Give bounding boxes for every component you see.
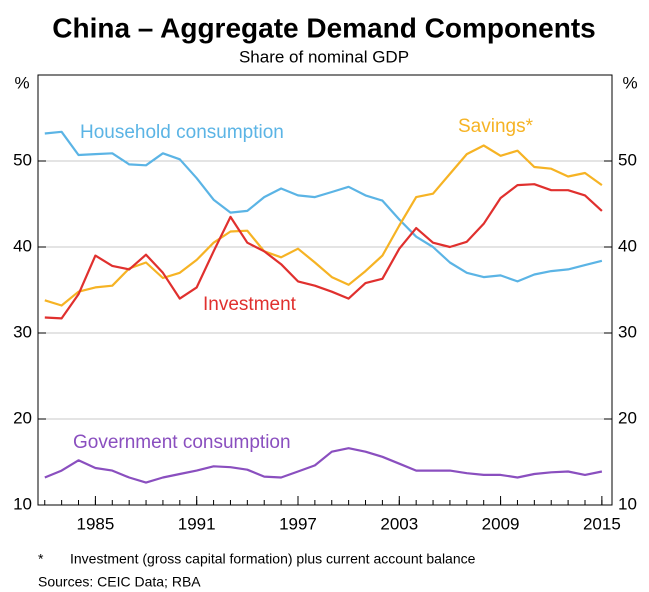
y-tick-label: 10 <box>13 494 32 513</box>
plot-frame <box>37 74 613 506</box>
x-tick-label: 1997 <box>279 514 317 533</box>
series-label: Savings* <box>458 116 534 137</box>
y2-tick-label: 10 <box>618 494 637 513</box>
y-unit-right: % <box>622 73 637 92</box>
y2-tick-label: 30 <box>618 322 637 341</box>
y-unit-left: % <box>14 73 29 92</box>
series-label: Government consumption <box>73 432 291 453</box>
chart-title: China – Aggregate Demand Components <box>52 12 595 43</box>
series-line <box>44 183 603 320</box>
footnote: Investment (gross capital formation) plu… <box>70 551 476 567</box>
footnote-marker: * <box>38 551 44 567</box>
x-tick-label: 1991 <box>178 514 216 533</box>
x-tick-label: 2015 <box>583 514 621 533</box>
x-tick-label: 2003 <box>380 514 418 533</box>
chart-subtitle: Share of nominal GDP <box>239 47 409 66</box>
sources: Sources: CEIC Data; RBA <box>38 574 201 590</box>
series-line <box>44 144 603 307</box>
y2-tick-label: 50 <box>618 150 637 169</box>
x-tick-label: 2009 <box>482 514 520 533</box>
y2-tick-label: 40 <box>618 236 637 255</box>
y-tick-label: 30 <box>13 322 32 341</box>
series-line <box>44 447 603 484</box>
y2-tick-label: 20 <box>618 408 637 427</box>
y-tick-label: 50 <box>13 150 32 169</box>
x-tick-label: 1985 <box>76 514 114 533</box>
series-label: Investment <box>203 294 297 315</box>
series-label: Household consumption <box>80 122 284 143</box>
y-tick-label: 20 <box>13 408 32 427</box>
series-line <box>44 130 603 283</box>
y-tick-label: 40 <box>13 236 32 255</box>
